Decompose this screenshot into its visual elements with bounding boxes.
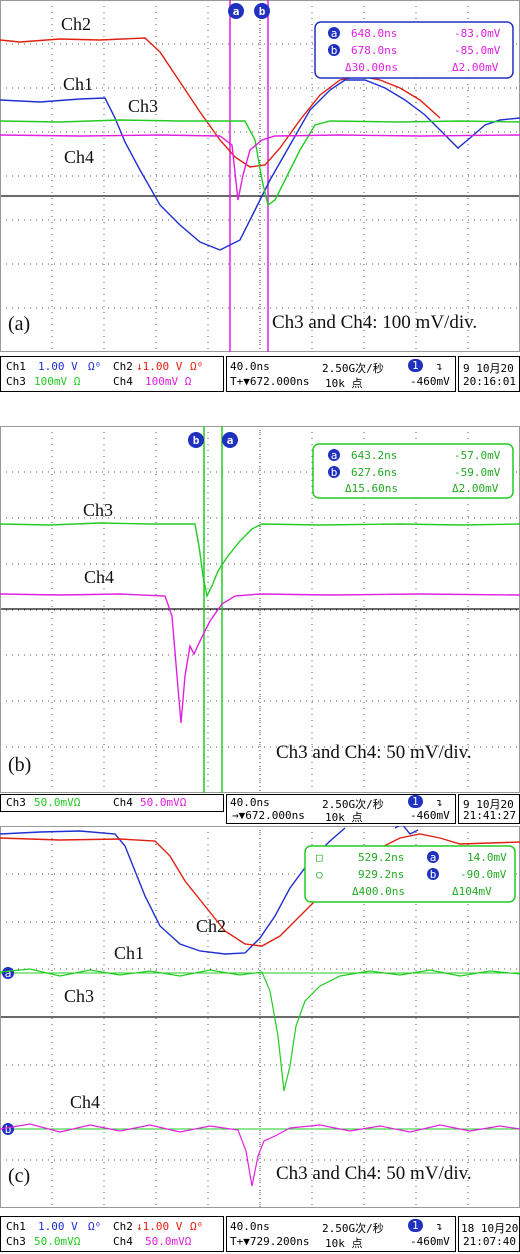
svg-text:-90.0mV: -90.0mV [460,868,507,881]
scope-screen-b: b a Ch3 Ch4 a 643.2ns -57.0mV b 627.6ns … [0,426,520,793]
cursor-marker-b[interactable] [254,3,270,19]
caption-c: (c) [8,1165,30,1187]
svg-text:b: b [430,868,437,881]
label-ch2: Ch2 [196,916,226,936]
svg-text:Δ104mV: Δ104mV [452,885,492,898]
svg-text:-59.0mV: -59.0mV [454,466,501,479]
trace-ch4 [0,134,520,201]
trace-ch1-peak [394,826,419,835]
panel-b: b a Ch3 Ch4 a 643.2ns -57.0mV b 627.6ns … [0,426,520,824]
caption-b: (b) [8,754,31,776]
readout-time-b: 678.0ns [351,44,397,57]
trigger-slope-icon: ↴ [436,360,443,373]
status-bar-c: Ch1 1.00 V Ω⁰ Ch2 ↓1.00 V Ω⁰ Ch3 50.0mVΩ… [0,1216,520,1252]
svg-text:b: b [331,44,338,57]
svg-text:627.6ns: 627.6ns [351,466,397,479]
trigger-channel-icon: 1 [408,795,423,808]
status-ch1[interactable]: Ch1 [6,1220,26,1233]
status-ch2[interactable]: Ch2 [113,1220,133,1233]
trigger-slope-icon: ↴ [436,1220,443,1233]
svg-text:Δ15.60ns: Δ15.60ns [345,482,398,495]
status-ch3[interactable]: Ch3 [6,1235,26,1248]
label-ch3: Ch3 [128,96,158,116]
trace-ch3 [0,119,520,207]
cursor-marker-b[interactable] [188,432,204,448]
readout-delta-time: Δ30.00ns [345,61,398,74]
cursor-marker-a[interactable] [222,432,238,448]
svg-text:929.2ns: 929.2ns [358,868,404,881]
status-ch2[interactable]: Ch2 [113,360,133,373]
panel-c: a b Ch2 Ch1 Ch3 Ch4 □ 529.2ns a 14.0mV ○… [0,826,520,1254]
trace-ch3 [0,522,520,599]
trigger-channel-icon: 1 [408,359,423,372]
readout-time-a: 648.0ns [351,27,397,40]
svg-text:a: a [331,27,338,40]
status-trigger-pos[interactable]: T+▼729.200ns [230,1235,310,1248]
svg-text:b: b [5,1123,12,1136]
readout-delta-volt: Δ2.00mV [452,61,499,74]
svg-text:a: a [5,967,12,980]
scale-note-a: Ch3 and Ch4: 100 mV/div. [272,312,477,333]
svg-text:a: a [227,434,234,447]
svg-text:a: a [331,449,338,462]
status-ch4[interactable]: Ch4 [113,1235,133,1248]
status-trigger-pos[interactable]: →▼672.000ns [232,809,305,822]
status-ch4[interactable]: Ch4 [113,375,133,388]
trigger-channel-icon: 1 [408,1219,423,1232]
label-ch3: Ch3 [64,986,94,1006]
label-ch3: Ch3 [83,500,113,520]
svg-text:643.2ns: 643.2ns [351,449,397,462]
panel-a: a b Ch2 Ch1 Ch3 Ch4 a 648.0ns -83.0mV b … [0,0,520,392]
cursor-marker-a-label: a [233,5,240,18]
trace-ch4 [0,1123,520,1187]
svg-text:a: a [430,851,437,864]
scale-note-c: Ch3 and Ch4: 50 mV/div. [276,1163,472,1184]
scope-screen-a: a b Ch2 Ch1 Ch3 Ch4 a 648.0ns -83.0mV b … [0,0,520,352]
status-ch1[interactable]: Ch1 [6,360,26,373]
svg-text:529.2ns: 529.2ns [358,851,404,864]
status-ch4[interactable]: Ch4 [113,796,133,809]
svg-text:Δ400.0ns: Δ400.0ns [352,885,405,898]
readout-volt-b: -85.0mV [454,44,501,57]
svg-text:14.0mV: 14.0mV [467,851,507,864]
trace-ch1 [0,827,346,955]
trace-ch1 [0,79,520,251]
label-ch4: Ch4 [70,1092,100,1112]
trace-ch3 [0,968,520,1092]
cursor-marker-a[interactable] [228,3,244,19]
status-bar-b: Ch3 50.0mVΩ Ch4 50.0mVΩ 40.0ns 2.50G次/秒 … [0,794,520,824]
readout-volt-a: -83.0mV [454,27,501,40]
status-ch3[interactable]: Ch3 [6,375,26,388]
svg-text:○: ○ [316,868,323,881]
status-trigger-pos[interactable]: T+▼672.000ns [230,375,310,388]
status-bar-a: Ch1 1.00 V Ω⁰ Ch2 ↓1.00 V Ω⁰ Ch3 100mV Ω… [0,356,520,392]
svg-text:Δ2.00mV: Δ2.00mV [452,482,499,495]
label-ch1: Ch1 [114,943,144,963]
status-timebase[interactable]: 40.0ns [230,1220,270,1233]
label-ch1: Ch1 [63,74,93,94]
svg-text:b: b [193,434,200,447]
status-timebase[interactable]: 40.0ns [230,796,270,809]
svg-text:□: □ [316,851,323,864]
scope-screen-c: a b Ch2 Ch1 Ch3 Ch4 □ 529.2ns a 14.0mV ○… [0,826,520,1208]
scale-note-b: Ch3 and Ch4: 50 mV/div. [276,742,472,763]
label-ch2: Ch2 [61,14,91,34]
svg-text:-57.0mV: -57.0mV [454,449,501,462]
label-ch4: Ch4 [64,147,94,167]
trace-ch2 [0,833,520,947]
status-timebase[interactable]: 40.0ns [230,360,270,373]
cursor-readout-a: a 648.0ns -83.0mV b 678.0ns -85.0mV Δ30.… [314,21,514,79]
cursor-marker-b[interactable] [2,1123,14,1135]
trace-ch4 [0,593,520,724]
cursor-readout-c: □ 529.2ns a 14.0mV ○ 929.2ns b -90.0mV Δ… [304,845,516,903]
status-ch3[interactable]: Ch3 [6,796,26,809]
caption-a: (a) [8,313,30,335]
cursor-readout-b: a 643.2ns -57.0mV b 627.6ns -59.0mV Δ15.… [312,443,514,499]
trigger-slope-icon: ↴ [436,796,443,809]
cursor-marker-a[interactable] [2,967,14,979]
label-ch4: Ch4 [84,567,114,587]
svg-text:b: b [331,466,338,479]
cursor-marker-b-label: b [259,5,266,18]
